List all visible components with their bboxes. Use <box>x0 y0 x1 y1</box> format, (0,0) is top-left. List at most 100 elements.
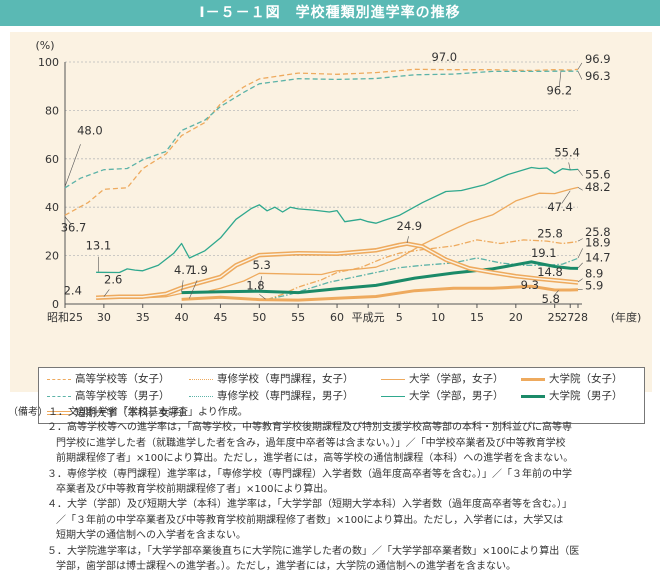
legend-label: 専修学校（専門課程，女子） <box>217 373 354 385</box>
y-tick-label: 60 <box>45 153 59 166</box>
series-line-sen_m <box>266 257 579 301</box>
y-tick-label: 20 <box>45 250 59 263</box>
annotation-leader <box>406 236 409 244</box>
data-label: 24.9 <box>397 219 423 233</box>
note-line: 短期大学の通信制への入学者を含まない。 <box>56 530 246 542</box>
x-tick-label: 30 <box>97 311 111 324</box>
annotation-leader <box>577 187 583 191</box>
x-tick-label: 35 <box>136 311 150 324</box>
x-tick-label: 平成元 <box>352 311 385 324</box>
annotation-leader <box>64 216 72 225</box>
annotation-leader <box>577 238 583 242</box>
x-tick-label: 55 <box>291 311 305 324</box>
x-tick-label: 45 <box>213 311 227 324</box>
annotation-leader <box>561 190 571 204</box>
annotation-leader <box>577 71 583 80</box>
legend-label: 大学院（女子） <box>549 373 623 385</box>
annotation-leader <box>559 71 562 87</box>
legend-item-hs_f: 高等学校等（女子） <box>47 371 170 387</box>
figure-title: Ⅰ－５－１図 学校種類別進学率の推移 <box>0 0 660 26</box>
data-label: 47.4 <box>547 200 573 214</box>
y-axis-unit: (%) <box>35 39 54 52</box>
x-tick-label: 50 <box>252 311 266 324</box>
note-line: ２．高等学校等への進学率は，「高等学校，中等教育学校後期課程及び特別支援学校高等… <box>47 422 572 434</box>
annotation-leader <box>259 276 262 291</box>
data-label: 1.9 <box>190 263 208 277</box>
data-label: 5.9 <box>585 278 603 292</box>
x-axis-unit: (年度) <box>611 310 642 324</box>
y-tick-label: 40 <box>45 201 59 214</box>
annotation-leader <box>181 280 184 292</box>
data-label: 96.3 <box>585 69 611 83</box>
legend-swatch <box>47 395 71 397</box>
annotation-leader <box>568 162 571 170</box>
series-line-hs_m <box>64 70 578 189</box>
data-label: 48.2 <box>585 180 611 194</box>
series-line-univ_f <box>96 186 579 299</box>
legend-item-grad_m: 大学院（男子） <box>521 388 623 404</box>
annotation-leader <box>552 290 559 297</box>
data-label: 5.8 <box>542 292 560 306</box>
data-label: 19.1 <box>531 246 557 260</box>
line-chart: (%) 0 20 40 60 80 100 昭和25 30 35 40 45 50 55 60 平成元 5 10 1… <box>35 39 642 324</box>
x-tick-label: 27 <box>560 311 574 324</box>
legend-swatch <box>189 395 213 397</box>
x-tick-label: 昭和25 <box>47 311 83 324</box>
data-label: 13.1 <box>86 239 112 253</box>
legend-label: 高等学校等（男子） <box>75 390 170 402</box>
data-label: 25.8 <box>537 226 563 240</box>
annotation-leader <box>64 144 81 187</box>
series-line-hs_f <box>64 68 579 216</box>
y-tick-label: 0 <box>52 298 59 311</box>
note-line: 卒業者及び中等教育学校前期課程修了者」×100により算出。 <box>56 484 334 495</box>
note-line: ３．専修学校（専門課程）進学率は，「専修学校（専門課程）入学者数（過年度高卒者等… <box>47 468 572 480</box>
legend-swatch <box>381 378 405 380</box>
x-tick-label: 15 <box>470 311 484 324</box>
data-label: 4.7 <box>174 263 192 277</box>
data-label: 96.2 <box>547 84 573 98</box>
legend-swatch <box>47 411 71 415</box>
note-line: （備考）１．文部科学省「学校基本調査」より作成。 <box>8 407 248 418</box>
data-label: 55.4 <box>554 145 580 159</box>
x-tick-label: 60 <box>330 311 344 324</box>
note-line: ／「３年前の中学卒業者及び中等教育学校前期課程修了者数」×100により算出。ただ… <box>56 514 564 526</box>
annotation-leader <box>577 248 583 259</box>
legend-item-grad_f: 大学院（女子） <box>521 371 623 387</box>
note-line: 門学校に進学した者（就職進学した者を含み，過年度中卒者等は含まない。）」／「中学… <box>56 437 566 449</box>
series-line-grad_f <box>181 284 579 302</box>
chart-legend: 高等学校等（女子） 専修学校（専門課程，女子） 大学（学部，女子） 大学院（女子） 高等… <box>38 367 645 424</box>
legend-label: 大学（学部，女子） <box>409 373 504 385</box>
legend-swatch <box>521 394 545 398</box>
x-tick-label: 20 <box>509 311 523 324</box>
annotation-leader <box>259 294 266 300</box>
data-label: 96.9 <box>585 52 611 66</box>
data-label: 1.8 <box>246 278 264 292</box>
legend-item-univ_m: 大学（学部，男子） <box>381 388 504 404</box>
x-tick-label: 10 <box>431 311 445 324</box>
series-line-grad_m <box>181 260 579 295</box>
data-label: 14.8 <box>537 265 563 279</box>
data-label: 2.6 <box>104 272 122 286</box>
series-line-jc_f-inner <box>96 242 579 299</box>
annotation-leader <box>577 62 583 70</box>
legend-swatch <box>381 395 405 397</box>
y-tick-label: 80 <box>45 104 59 117</box>
annotation-leader <box>103 289 110 297</box>
legend-swatch <box>521 377 545 381</box>
annotation-leader <box>577 278 583 283</box>
legend-label: 大学（学部，男子） <box>409 390 504 402</box>
data-label: 5.3 <box>253 258 271 272</box>
data-label: 18.9 <box>585 235 611 249</box>
x-tick-label: 40 <box>175 311 189 324</box>
x-tick-label: 28 <box>574 311 588 324</box>
note-line: 前期課程修了者」×100により算出。ただし，進学者には，高等学校の通信制課程（本… <box>56 453 574 465</box>
chart-panel: (%) 0 20 40 60 80 100 昭和25 30 35 40 45 50 55 60 平成元 5 10 1… <box>10 32 652 424</box>
data-label: 2.4 <box>64 283 82 297</box>
legend-item-hs_m: 高等学校等（男子） <box>47 388 170 404</box>
data-label: 9.3 <box>521 278 539 292</box>
data-label: 36.7 <box>61 220 87 234</box>
legend-label: 短期大学（本科，女子） <box>75 407 191 419</box>
series-line-univ_m <box>96 166 579 274</box>
x-tick-label: 5 <box>396 311 403 324</box>
data-label: 55.6 <box>585 168 611 182</box>
